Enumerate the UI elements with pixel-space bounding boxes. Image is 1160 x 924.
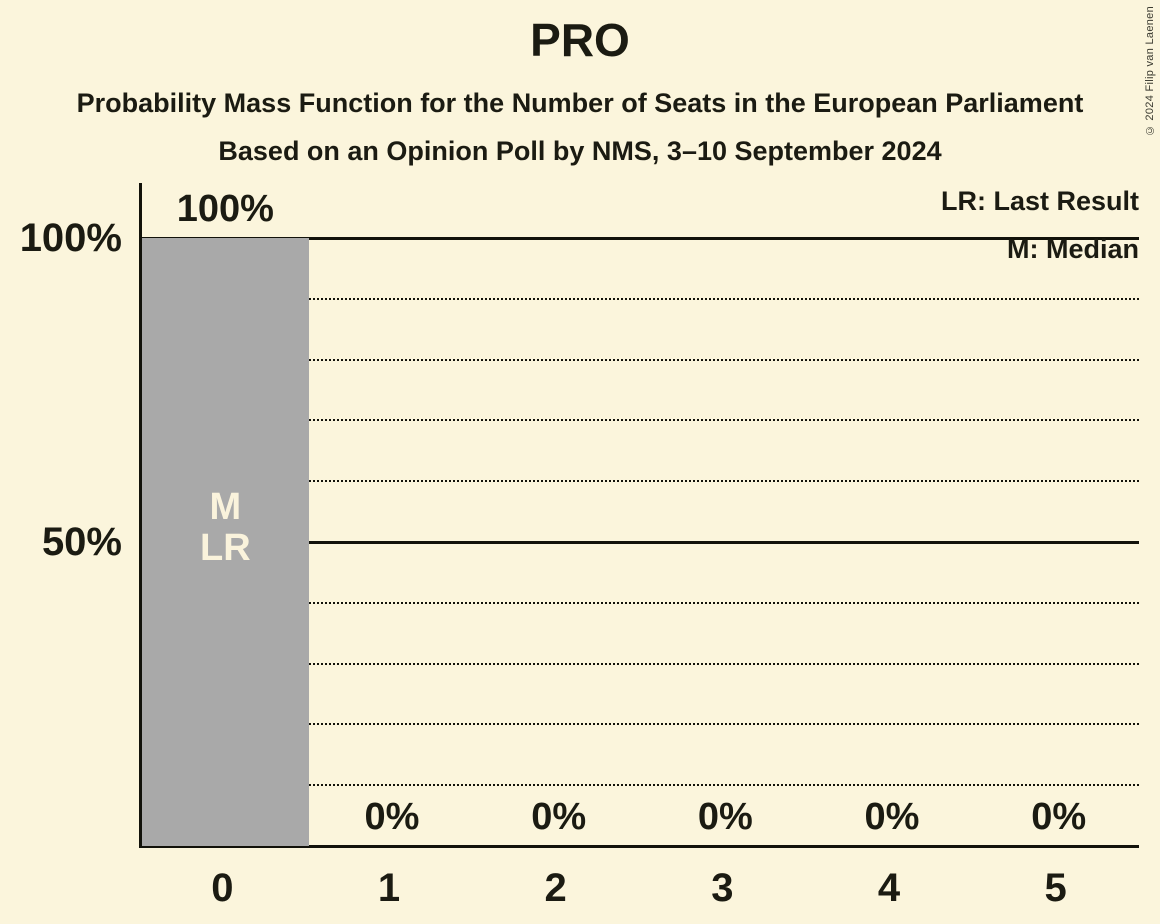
gridline-dotted-70 — [142, 419, 1139, 422]
x-tick-label-4: 4 — [877, 866, 901, 910]
chart-subtitle-line2: Based on an Opinion Poll by NMS, 3–10 Se… — [218, 136, 942, 166]
plot-area: 100% M LR 0% 0% 0% 0% 0% — [139, 183, 1139, 848]
y-tick-label-100: 100% — [19, 216, 122, 260]
gridline-dotted-20 — [142, 723, 1139, 726]
gridline-solid-100 — [142, 237, 1139, 240]
chart-title: PRO — [530, 14, 630, 66]
x-tick-label-5: 5 — [1044, 866, 1067, 910]
y-tick-label-50: 50% — [41, 520, 122, 564]
gridline-dotted-60 — [142, 480, 1139, 483]
gridline-dotted-90 — [142, 297, 1139, 300]
copyright-note: © 2024 Filip van Laenen — [1144, 6, 1156, 137]
x-tick-label-3: 3 — [711, 866, 734, 910]
bar-value-label-0: 100% — [176, 188, 274, 230]
x-tick-label-1: 1 — [377, 866, 401, 910]
gridline-dotted-10 — [142, 784, 1139, 787]
gridline-solid-50 — [142, 541, 1139, 544]
gridline-dotted-80 — [142, 358, 1139, 361]
gridline-dotted-40 — [142, 601, 1139, 604]
legend-last-result: LR: Last Result — [940, 186, 1139, 216]
chart-subtitle-line1: Probability Mass Function for the Number… — [76, 88, 1084, 118]
x-tick-label-2: 2 — [544, 866, 567, 910]
bar-value-label-4: 0% — [864, 796, 920, 838]
gridline-dotted-30 — [142, 662, 1139, 665]
bar-annotation-0: M LR — [200, 486, 251, 569]
bar-value-label-3: 0% — [697, 796, 753, 838]
bar-seats-0 — [142, 238, 309, 846]
legend-median: M: Median — [1007, 234, 1139, 264]
bar-value-label-1: 0% — [364, 796, 420, 838]
x-tick-label-0: 0 — [211, 866, 234, 910]
bar-value-label-5: 0% — [1031, 796, 1087, 838]
bar-value-label-2: 0% — [531, 796, 587, 838]
